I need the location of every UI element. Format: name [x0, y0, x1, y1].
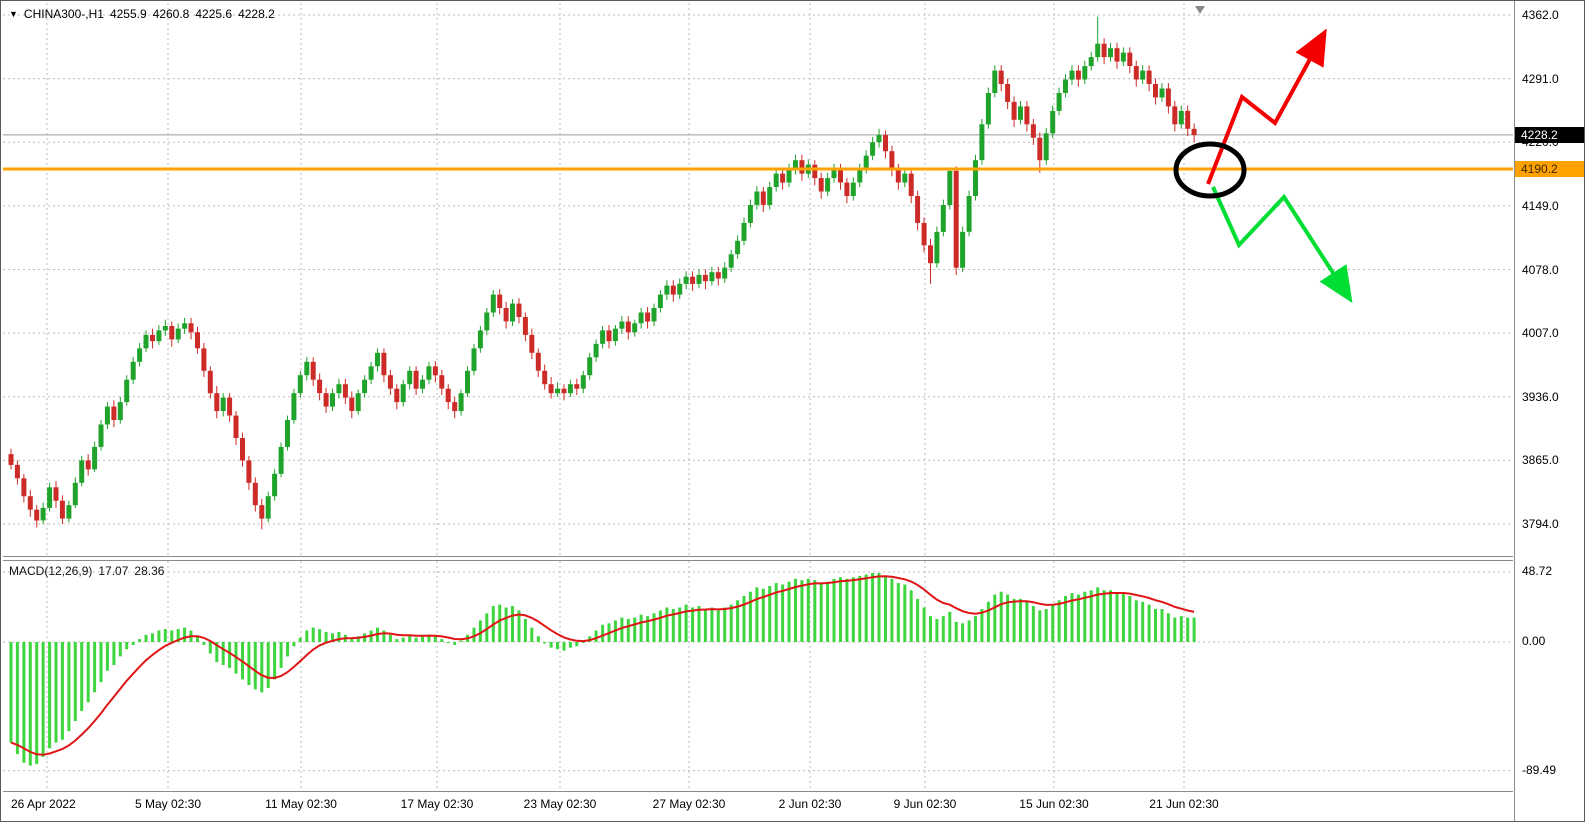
price-axis-label: 4362.0 — [1522, 8, 1559, 22]
chart-title: ▼ CHINA300-,H1 4255.9 4260.8 4225.6 4228… — [9, 7, 275, 21]
time-axis[interactable]: 26 Apr 2022 5 May 02:30 11 May 02:30 17 May… — [3, 791, 1513, 821]
macd-signal-value: 28.36 — [134, 564, 165, 578]
price-axis-label: 3865.0 — [1522, 453, 1559, 468]
chart-shift-marker[interactable] — [1195, 6, 1205, 14]
price-axis-label: 4007.0 — [1522, 326, 1559, 341]
macd-canvas[interactable] — [3, 561, 1513, 791]
time-axis-label: 9 Jun 02:30 — [893, 797, 957, 811]
time-axis-label: 26 Apr 2022 — [11, 797, 76, 811]
macd-axis-label: 48.72 — [1522, 564, 1553, 578]
time-axis-label: 23 May 02:30 — [523, 797, 597, 811]
price-axis[interactable]: 4228.2 4190.2 4362.04291.04220.04149.040… — [1514, 1, 1584, 821]
macd-axis-label: 0.00 — [1522, 634, 1546, 648]
level-price-tag: 4190.2 — [1515, 160, 1584, 177]
macd-name: MACD(12,26,9) — [9, 564, 93, 578]
time-axis-label: 21 Jun 02:30 — [1149, 797, 1219, 811]
time-axis-label: 2 Jun 02:30 — [778, 797, 842, 811]
price-chart-panel[interactable]: ▼ CHINA300-,H1 4255.9 4260.8 4225.6 4228… — [3, 3, 1513, 557]
price-axis-label: 3794.0 — [1522, 517, 1559, 531]
time-axis-label: 11 May 02:30 — [265, 797, 337, 811]
time-axis-label: 15 Jun 02:30 — [1019, 797, 1089, 811]
time-axis-label: 27 May 02:30 — [652, 797, 726, 811]
bid-price-tag: 4228.2 — [1515, 126, 1584, 143]
macd-label: MACD(12,26,9) 17.07 28.36 — [9, 564, 164, 578]
macd-axis-label: -89.49 — [1522, 762, 1557, 777]
symbol-dropdown-icon[interactable]: ▼ — [9, 9, 18, 19]
ohlc-high: 4260.8 — [152, 7, 190, 21]
time-axis-label: 5 May 02:30 — [134, 797, 202, 811]
ohlc-open: 4255.9 — [109, 7, 147, 21]
ohlc-low: 4225.6 — [195, 7, 233, 21]
price-axis-label: 4078.0 — [1522, 262, 1559, 277]
price-chart-canvas[interactable] — [3, 3, 1513, 556]
macd-panel[interactable]: MACD(12,26,9) 17.07 28.36 — [3, 560, 1513, 791]
macd-main-value: 17.07 — [98, 564, 129, 578]
symbol-name: CHINA300-,H1 — [23, 7, 104, 21]
price-axis-label: 4291.0 — [1522, 71, 1559, 86]
time-axis-label: 17 May 02:30 — [400, 797, 474, 811]
ohlc-close: 4228.2 — [238, 7, 275, 21]
price-axis-label: 3936.0 — [1522, 389, 1559, 404]
price-axis-label: 4149.0 — [1522, 198, 1559, 213]
